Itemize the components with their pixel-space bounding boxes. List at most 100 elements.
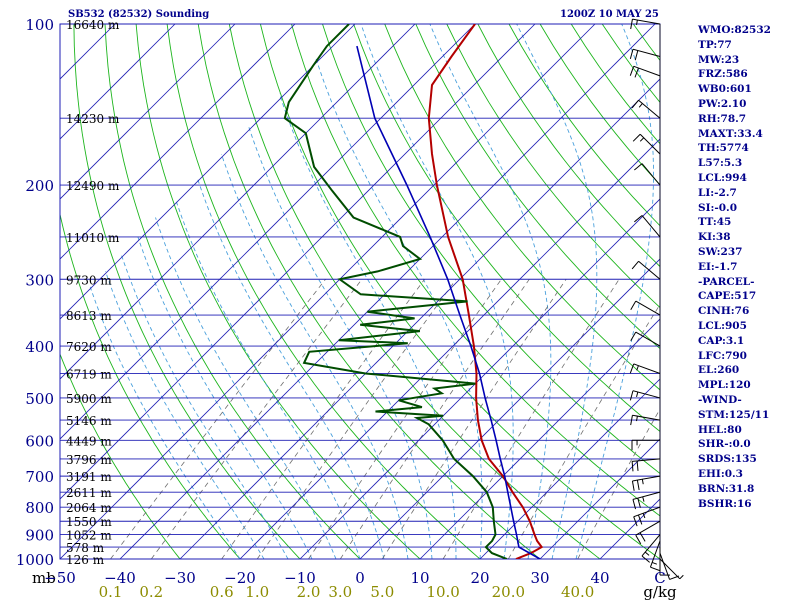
wind-barb bbox=[629, 65, 661, 78]
isotherm-line bbox=[299, 198, 660, 559]
wind-barb bbox=[635, 520, 661, 545]
index-item: LFC:790 bbox=[698, 349, 747, 362]
wind-barb-staff bbox=[635, 300, 661, 316]
wind-barb bbox=[630, 414, 661, 426]
index-item: PW:2.10 bbox=[698, 97, 747, 110]
mixing-ratio-line bbox=[507, 303, 660, 559]
wind-barb-staff bbox=[632, 18, 661, 25]
wind-barb-flag bbox=[632, 133, 641, 142]
wind-barb-flag bbox=[679, 574, 684, 580]
index-item: KI:38 bbox=[698, 231, 731, 244]
wind-barb-staff bbox=[639, 133, 661, 155]
wind-barb bbox=[649, 540, 661, 572]
pressure-tick-label: 100 bbox=[25, 16, 54, 34]
wind-barb-flag bbox=[635, 534, 642, 545]
pressure-unit-label: mb bbox=[32, 569, 56, 587]
mixing-ratio-tick-label: 0.2 bbox=[139, 583, 163, 600]
height-label: 1550 m bbox=[66, 515, 112, 529]
temperature-tick-label: 20 bbox=[470, 569, 489, 587]
temperature-tick-label: −10 bbox=[284, 569, 316, 587]
index-item: WMO:82532 bbox=[698, 24, 771, 36]
index-item: -WIND- bbox=[698, 393, 742, 406]
wind-barb bbox=[630, 331, 661, 347]
wind-barb bbox=[629, 363, 661, 374]
index-item: FRZ:586 bbox=[698, 68, 748, 81]
wind-barb bbox=[632, 491, 661, 510]
wind-barb-flag bbox=[637, 497, 641, 508]
mixing-ratio-line bbox=[256, 279, 457, 559]
wind-barb-flag bbox=[651, 561, 658, 565]
isotherm-line bbox=[359, 258, 660, 559]
moist-adiabat-line bbox=[105, 271, 265, 559]
height-label: 5900 m bbox=[66, 392, 112, 406]
index-item: SRDS:135 bbox=[698, 453, 757, 466]
height-label: 3191 m bbox=[66, 470, 112, 484]
pressure-tick-label: 300 bbox=[25, 271, 54, 289]
wind-barb-staff bbox=[641, 215, 661, 238]
dry-adiabat-line bbox=[104, 24, 361, 559]
index-item: RH:78.7 bbox=[698, 112, 747, 125]
index-item: CAP:3.1 bbox=[698, 334, 745, 347]
wind-barb-flag bbox=[632, 499, 637, 510]
height-label: 126 m bbox=[66, 553, 105, 567]
wind-barb-flag bbox=[631, 461, 634, 472]
wind-barb-flag bbox=[629, 49, 634, 60]
isotherm-line bbox=[60, 24, 416, 380]
height-label: 11010 m bbox=[66, 231, 120, 245]
index-item: CINH:76 bbox=[698, 305, 750, 318]
isotherm-line bbox=[60, 24, 176, 140]
wind-barb-staff bbox=[632, 491, 661, 500]
wind-barb bbox=[631, 439, 660, 451]
wind-barb bbox=[659, 547, 670, 576]
mixing-ratio-line bbox=[110, 279, 326, 559]
moist-adiabat-line bbox=[247, 125, 433, 559]
index-item: CAPE:517 bbox=[698, 290, 757, 303]
stability-indices: WMO:82532 TP:77 MW:23 FRZ:586 WB0:601 PW:2.10… bbox=[698, 23, 771, 511]
wind-barb bbox=[630, 18, 661, 30]
wind-barb-flag bbox=[636, 365, 639, 371]
wind-barb-flag bbox=[644, 551, 650, 556]
index-item: LI:-2.7 bbox=[698, 186, 737, 199]
wind-barb-staff bbox=[635, 520, 661, 536]
index-item: L57:5.3 bbox=[698, 157, 743, 170]
wind-barb-flag bbox=[636, 460, 639, 471]
moist-adiabat-line bbox=[278, 93, 457, 559]
wind-barb-flag bbox=[669, 575, 680, 580]
wind-barb-flag bbox=[642, 513, 646, 519]
pressure-tick-label: 400 bbox=[25, 338, 54, 356]
moist-adiabat-line bbox=[220, 153, 409, 559]
mixing-ratio-unit-label: g/kg bbox=[643, 583, 677, 600]
height-label: 8613 m bbox=[66, 309, 112, 323]
height-label: 4449 m bbox=[66, 434, 112, 448]
wind-barb-flag bbox=[636, 480, 640, 491]
wind-barb-staff bbox=[638, 99, 661, 119]
index-item: SI:-0.0 bbox=[698, 201, 737, 214]
height-label: 6719 m bbox=[66, 367, 112, 381]
wind-barb bbox=[641, 534, 661, 563]
isotherm-line bbox=[119, 24, 656, 559]
temperature-tick-label: −30 bbox=[164, 569, 196, 587]
dry-adiabat-line bbox=[166, 24, 481, 559]
mixing-ratio-tick-label: 2.0 bbox=[297, 583, 321, 600]
isotherms bbox=[60, 24, 660, 559]
index-item: BRN:31.8 bbox=[698, 482, 755, 495]
wind-barb bbox=[629, 48, 661, 61]
temperature-tick-label: −20 bbox=[224, 569, 256, 587]
wind-barb-flag bbox=[631, 99, 639, 109]
temperature-tick-label: −40 bbox=[104, 569, 136, 587]
moist-adiabat-line bbox=[120, 254, 289, 559]
index-item: BSHR:16 bbox=[698, 497, 752, 510]
wind-barb-flag bbox=[630, 19, 633, 30]
temperature-tick-label: 0 bbox=[355, 569, 365, 587]
height-label: 1052 m bbox=[66, 529, 112, 543]
isotherm-line bbox=[179, 78, 660, 559]
dry-adiabat-line bbox=[789, 24, 800, 559]
mixing-ratio-tick-label: 3.0 bbox=[328, 583, 352, 600]
height-label: 14230 m bbox=[66, 112, 120, 126]
wind-barb-flag bbox=[637, 514, 643, 525]
index-item: TH:5774 bbox=[698, 142, 749, 155]
wind-barb-flag bbox=[636, 19, 638, 26]
isotherm-line bbox=[419, 318, 660, 559]
isotherm-line bbox=[479, 378, 660, 559]
mixing-ratio-tick-label: 5.0 bbox=[370, 583, 394, 600]
